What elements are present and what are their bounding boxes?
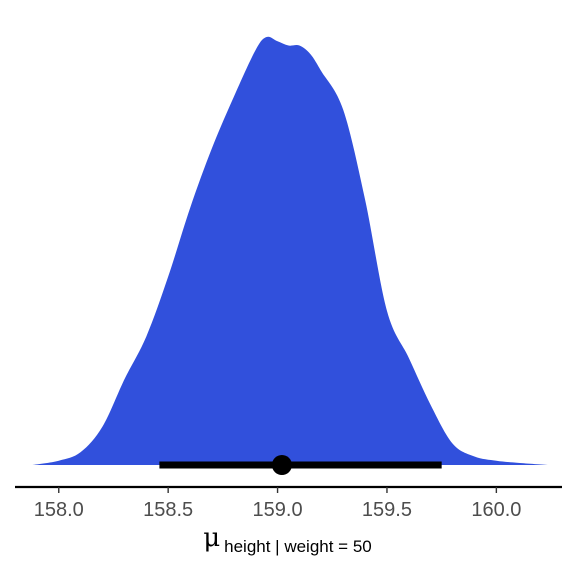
x-tick-label: 159.0	[253, 499, 303, 521]
x-axis-label: μ height | weight = 50	[203, 523, 372, 556]
interval-layer	[159, 455, 442, 475]
x-tick-label: 160.0	[471, 499, 521, 521]
x-axis-label-symbol: μ	[203, 523, 220, 553]
density-layer	[32, 36, 549, 465]
x-axis-ticks: 158.0 158.5 159.0 159.5 160.0	[34, 487, 521, 521]
x-tick-label: 158.0	[34, 499, 84, 521]
point-estimate-marker	[271, 455, 292, 475]
x-tick-label: 159.5	[362, 499, 412, 521]
x-tick-label: 158.5	[143, 499, 193, 521]
x-axis-label-subscript: height | weight = 50	[224, 537, 372, 556]
density-area	[32, 36, 549, 465]
